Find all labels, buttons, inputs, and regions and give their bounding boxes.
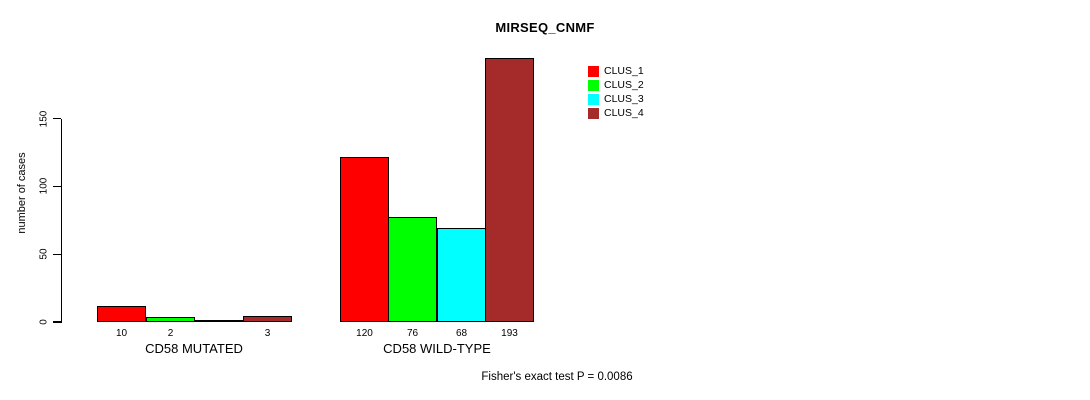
bar-value-label: 193	[501, 328, 518, 339]
bar-clus_1-group1	[97, 306, 146, 322]
bar-value-label: 120	[356, 328, 373, 339]
legend-swatch-clus_4	[588, 108, 599, 119]
bar-clus_1-group2	[340, 157, 389, 322]
legend-swatch-clus_2	[588, 80, 599, 91]
y-tick	[53, 118, 61, 120]
legend-swatch-clus_1	[588, 66, 599, 77]
annotation-text: Fisher's exact test P = 0.0086	[481, 371, 633, 383]
y-tick	[53, 253, 61, 255]
legend-item: CLUS_1	[588, 66, 644, 77]
bar-clus_4-group2	[485, 58, 534, 322]
bar-value-label: 68	[455, 328, 468, 339]
bar-value-label: 10	[115, 328, 128, 339]
bar-value-label: 2	[167, 328, 174, 339]
bar-clus_2-group1	[146, 317, 195, 322]
y-tick-label: 0	[38, 319, 50, 325]
bar-value-label: 76	[406, 328, 419, 339]
legend-item: CLUS_4	[588, 108, 644, 119]
legend-label: CLUS_4	[604, 107, 644, 119]
y-tick	[53, 185, 61, 187]
bar-value-label: 3	[264, 328, 271, 339]
y-axis-label: number of cases	[16, 152, 28, 234]
legend-label: CLUS_2	[604, 79, 644, 91]
legend-item: CLUS_3	[588, 94, 644, 105]
y-tick-label: 50	[38, 248, 50, 260]
y-tick-label: 100	[38, 178, 50, 195]
legend-swatch-clus_3	[588, 94, 599, 105]
legend-label: CLUS_1	[604, 65, 644, 77]
chart-title: MIRSEQ_CNMF	[495, 20, 595, 35]
x-category-label: CD58 MUTATED	[145, 341, 243, 356]
bar-clus_3-group1	[194, 320, 243, 322]
y-tick	[53, 321, 61, 323]
legend-label: CLUS_3	[604, 93, 644, 105]
x-category-label: CD58 WILD-TYPE	[383, 341, 491, 356]
bar-clus_4-group1	[243, 316, 292, 322]
bar-clus_2-group2	[388, 217, 437, 322]
legend: CLUS_1 CLUS_2 CLUS_3 CLUS_4	[588, 66, 644, 122]
y-axis-line	[61, 118, 63, 323]
bar-clus_3-group2	[437, 228, 486, 322]
legend-item: CLUS_2	[588, 80, 644, 91]
y-tick-label: 150	[38, 110, 50, 127]
